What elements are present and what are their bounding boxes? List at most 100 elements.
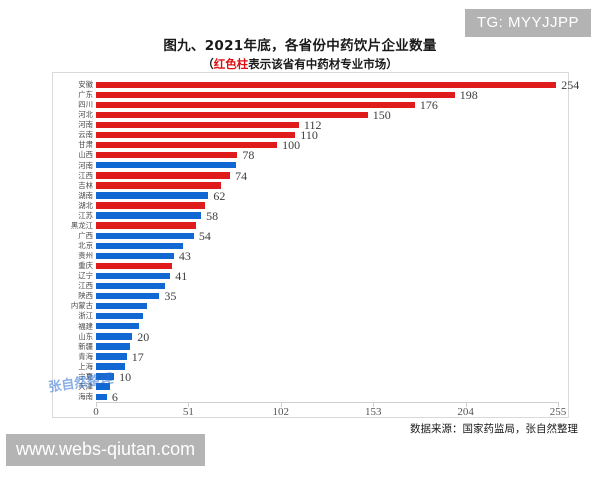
x-axis-tick-label: 153	[364, 406, 382, 418]
bar-value-label: 58	[206, 208, 219, 223]
x-axis-tick-label: 51	[182, 406, 194, 418]
bar-row	[96, 221, 558, 231]
bar-value-label: 62	[213, 188, 226, 203]
y-axis-label: 安徽	[78, 80, 93, 89]
bar	[96, 373, 115, 380]
y-axis-label: 天津	[78, 381, 93, 391]
bar	[96, 172, 231, 179]
y-axis-category-labels: 安徽 广东 四川 河北 河南 云南 甘肃 山西 河南 江西 吉林 湖南 湖北 江苏 黑龙江 广西 北京 贵州 重庆辽…	[54, 80, 95, 402]
bar-value-label: 74	[235, 168, 248, 183]
subtitle-highlight: 红色柱	[213, 57, 249, 71]
bar-value-label: 35	[164, 289, 177, 304]
bar-value-label: 110	[300, 128, 318, 143]
bar	[96, 262, 173, 270]
y-axis-label: 河北	[78, 110, 93, 120]
subtitle-rest: 表示该省有中药材专业市场）	[248, 57, 398, 71]
y-axis-label: 吉林	[78, 180, 93, 190]
bar-row: 150	[96, 108, 558, 123]
bar-value-label: 176	[419, 98, 438, 113]
x-axis-tick	[188, 402, 190, 407]
bar-value-label: 150	[372, 108, 391, 123]
y-axis-label: 江苏	[78, 210, 93, 220]
y-axis-label: 江西	[78, 281, 93, 291]
bar	[96, 101, 415, 109]
bar	[96, 152, 238, 159]
bar-row: 110	[96, 128, 558, 143]
y-axis-label: 四川	[78, 100, 93, 110]
y-axis-label: 福建	[78, 321, 93, 331]
bar-row: 176	[96, 98, 558, 113]
bar	[96, 363, 125, 370]
y-axis-label: 重庆	[78, 261, 93, 271]
x-axis-tick-label: 102	[272, 406, 290, 418]
y-axis-label: 广西	[78, 230, 93, 240]
y-axis-label: 山西	[78, 150, 93, 160]
bar-row: 78	[96, 148, 558, 163]
bar-row	[96, 342, 558, 352]
bar-row: 20	[96, 329, 558, 344]
bar-row	[96, 311, 558, 321]
bar-row: 6	[96, 390, 558, 404]
bar-row	[96, 301, 558, 311]
bar-value-label: 20	[137, 329, 150, 344]
y-axis-label: 宁夏	[78, 371, 93, 381]
bar-value-label: 41	[175, 269, 188, 284]
bar-row	[96, 161, 558, 171]
x-axis-tick-label: 0	[93, 406, 99, 418]
bar	[96, 121, 299, 129]
bar	[96, 302, 147, 310]
y-axis-label: 浙江	[78, 311, 93, 321]
bar-value-label: 100	[282, 138, 301, 153]
bar	[96, 272, 171, 280]
bar-row	[96, 281, 558, 291]
y-axis-label: 江西	[78, 170, 93, 180]
bar	[96, 313, 144, 320]
x-axis-tick	[373, 402, 375, 407]
bar	[96, 282, 165, 290]
bar	[96, 252, 174, 260]
bar	[96, 202, 205, 209]
x-axis-tick	[558, 402, 559, 407]
bar-value-label: 54	[198, 228, 211, 243]
bar-value-label: 43	[178, 249, 191, 264]
bar-row	[96, 241, 558, 251]
bar	[96, 333, 133, 340]
x-axis-tick-label: 255	[549, 406, 567, 418]
y-axis-label: 云南	[78, 130, 93, 140]
bar-row	[96, 261, 558, 271]
bar	[96, 292, 160, 300]
bar-row: 58	[96, 208, 558, 223]
bar-row: 254	[96, 78, 579, 92]
site-watermark: www.webs-qiutan.com	[6, 434, 206, 466]
bar-value-label: 78	[242, 148, 255, 163]
bar	[96, 353, 127, 360]
x-axis-tick	[465, 402, 467, 407]
y-axis-label: 甘肃	[78, 140, 93, 150]
bar-row: 17	[96, 350, 558, 364]
bar-value-label: 254	[561, 78, 580, 92]
y-axis-label: 辽宁	[78, 271, 93, 281]
y-axis-label: 山东	[78, 331, 93, 341]
y-axis-label: 河南	[78, 120, 93, 130]
bar	[96, 222, 196, 229]
x-axis-tick	[280, 402, 282, 407]
subtitle-open-paren: （	[202, 57, 214, 71]
bar-row	[96, 362, 558, 372]
bar	[96, 212, 202, 219]
bar-value-label: 112	[303, 118, 322, 133]
bar	[96, 242, 183, 249]
bar	[96, 182, 221, 189]
x-axis-tick-label: 204	[457, 406, 474, 418]
bar	[96, 383, 111, 390]
bar	[96, 162, 236, 169]
bar-value-label: 198	[459, 88, 478, 103]
y-axis-label: 河南	[78, 160, 93, 170]
bar-row: 35	[96, 289, 558, 304]
bar	[96, 91, 455, 99]
bar-row: 10	[96, 370, 558, 384]
bar-row: 112	[96, 118, 558, 133]
y-axis-label: 青海	[78, 351, 93, 361]
bar-row: 43	[96, 249, 558, 264]
y-axis-label: 新疆	[78, 341, 93, 351]
x-axis-line	[96, 402, 558, 403]
